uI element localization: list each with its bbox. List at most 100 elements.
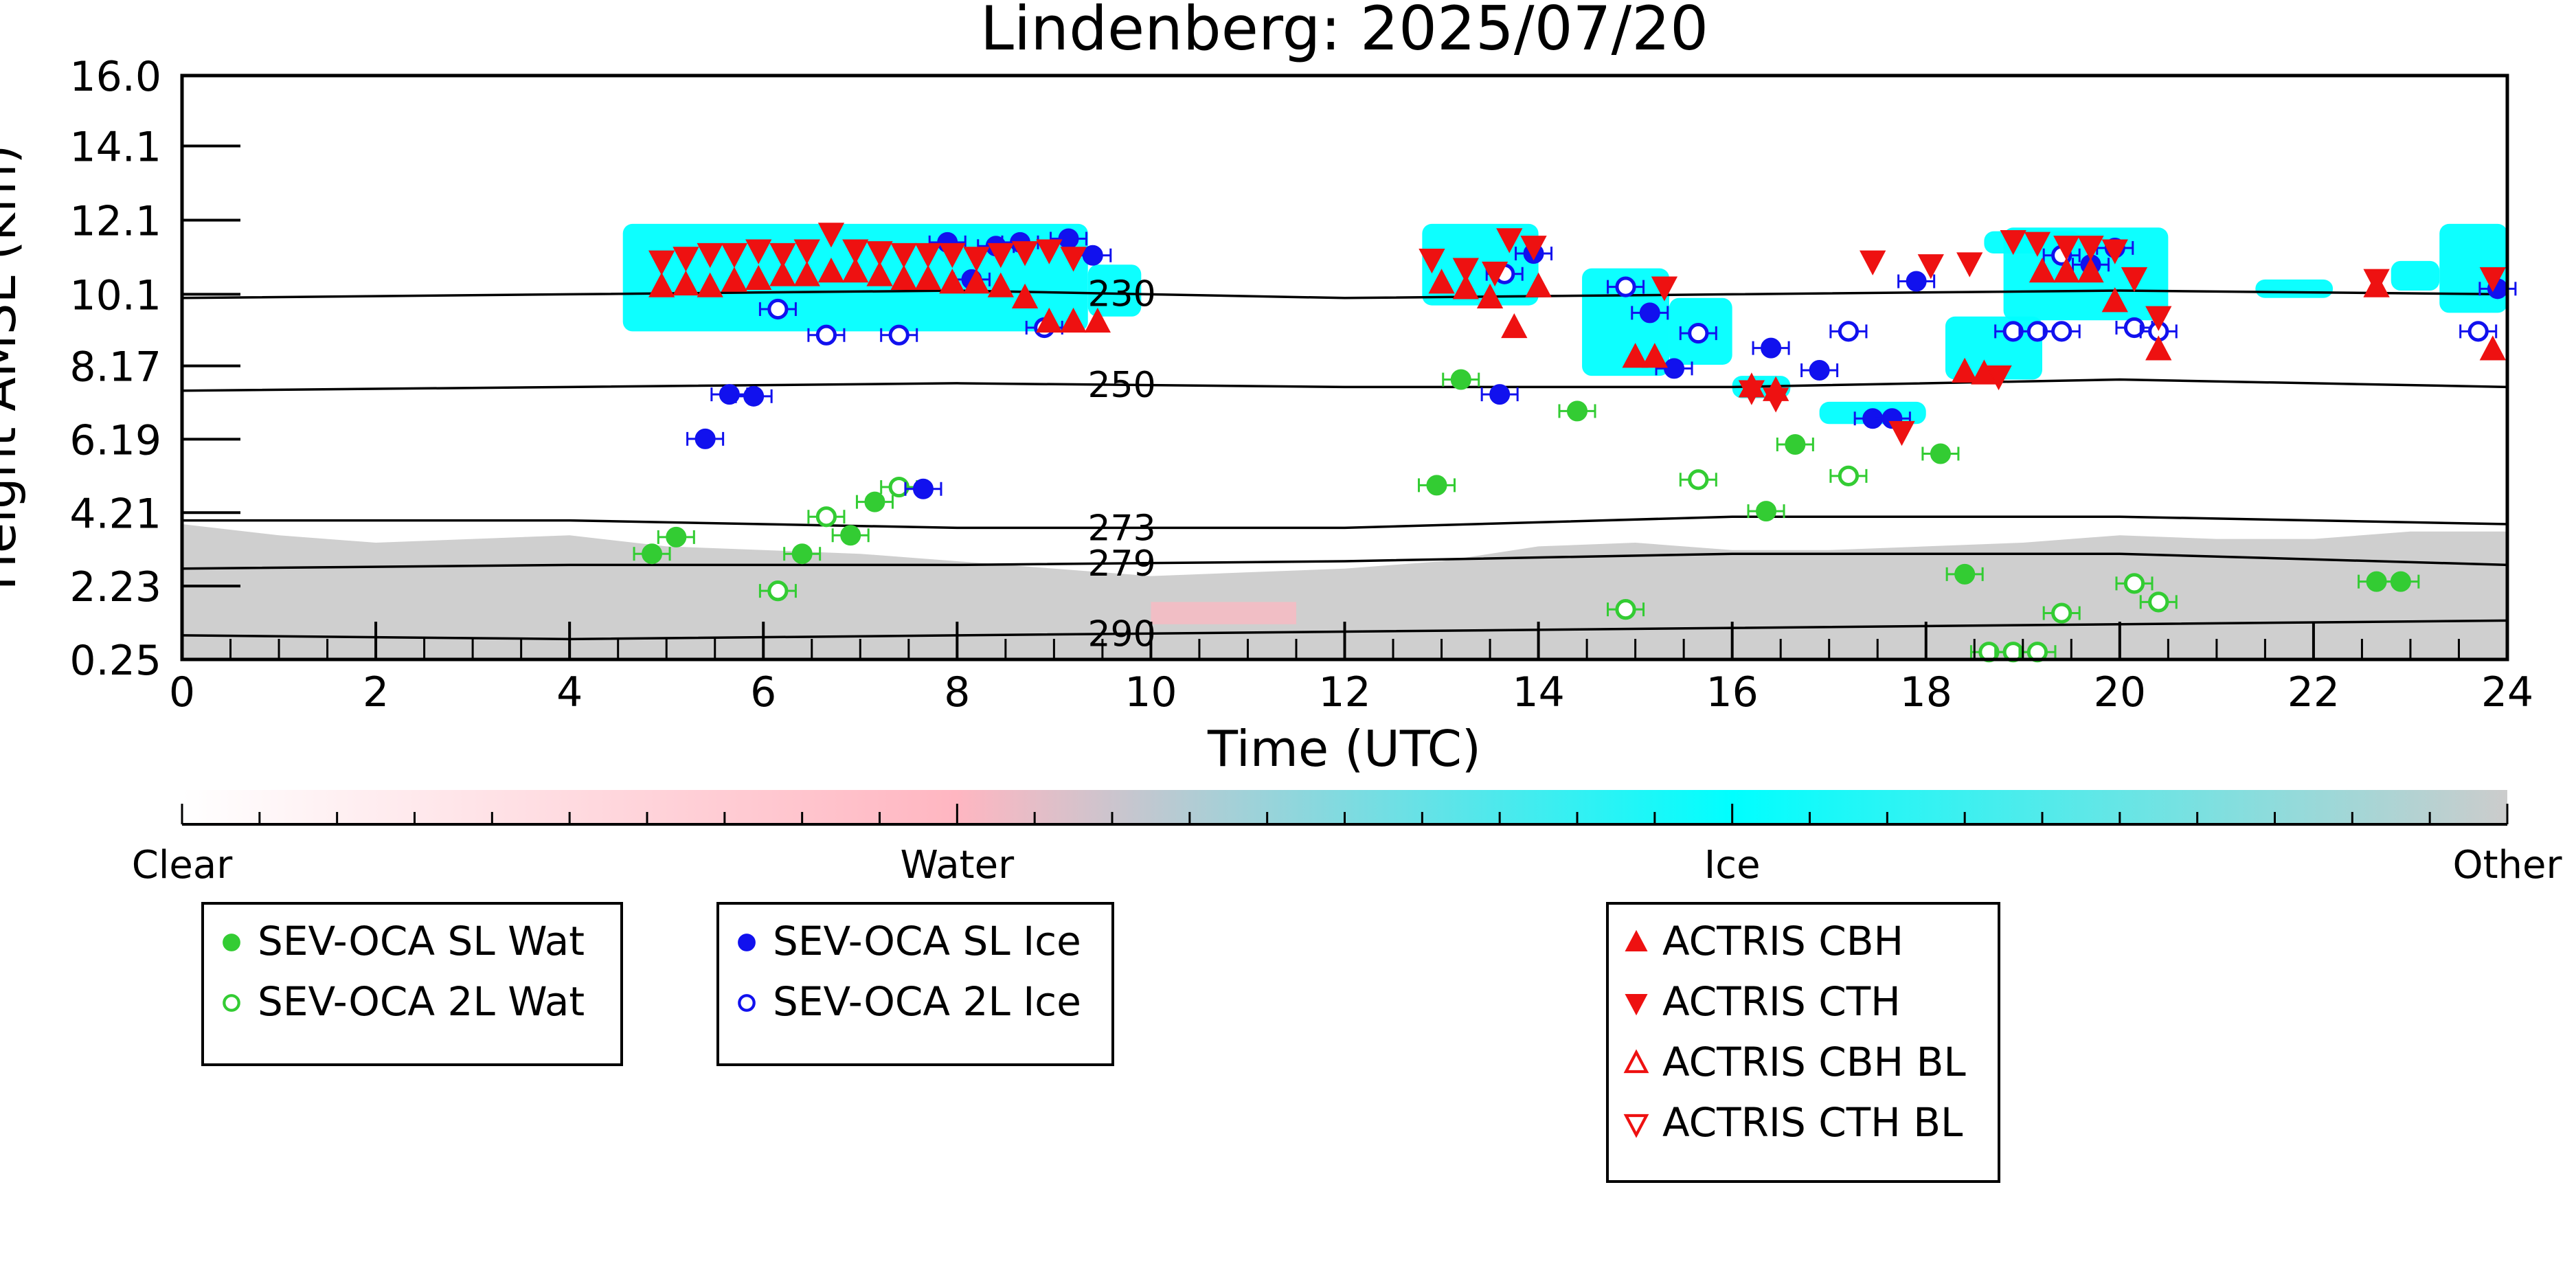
data-point [912, 478, 934, 499]
data-point [721, 242, 748, 269]
contour-label-230: 230 [1087, 274, 1155, 315]
data-point [987, 242, 1014, 269]
data-point [1688, 469, 1709, 490]
data-point [1036, 239, 1063, 264]
legend-label: ACTRIS CBH BL [1662, 1039, 1966, 1085]
data-point [2148, 591, 2169, 613]
series-sev-oca-sl-wat [633, 369, 2420, 592]
legend-frame [1606, 902, 2000, 1183]
data-point [1525, 272, 1552, 297]
colorbar-label: Other [2452, 843, 2562, 888]
data-point [1060, 247, 1087, 272]
data-point [642, 543, 663, 565]
data-point [673, 270, 699, 296]
data-point [2051, 602, 2072, 624]
data-point [1452, 274, 1479, 300]
data-point [1622, 343, 1649, 368]
ice-phase-region [1087, 264, 1142, 317]
contour-line-279 [181, 552, 2508, 570]
x-tick-label: 14 [1512, 668, 1564, 716]
data-point [1036, 307, 1063, 333]
data-point [890, 264, 917, 291]
data-point [866, 241, 893, 267]
data-point [1838, 321, 1860, 342]
data-point [2390, 571, 2411, 592]
data-point [1756, 501, 1777, 522]
data-point [2145, 335, 2172, 361]
data-point [793, 239, 820, 264]
x-tick-label: 18 [1900, 668, 1952, 716]
data-point [769, 261, 796, 286]
data-point [2479, 335, 2507, 361]
contour-line-273 [182, 515, 2508, 530]
data-point [842, 239, 869, 264]
colorbar-label: Water [901, 843, 1015, 888]
data-point [2363, 269, 2390, 294]
data-point [1419, 248, 1445, 274]
legends: SEV-OCA SL Wat SEV-OCA 2L Wat SEV-OCA SL I… [201, 902, 2000, 1183]
contour-label-250: 250 [1087, 365, 1155, 406]
data-point [1481, 261, 1509, 287]
data-point [840, 525, 861, 546]
data-point [1615, 276, 1636, 297]
data-point [1011, 241, 1039, 267]
data-point [1084, 307, 1111, 333]
x-tick-label: 16 [1706, 668, 1758, 716]
contour-label-290: 290 [1087, 614, 1155, 655]
data-point [2121, 267, 2148, 293]
data-point [694, 428, 716, 449]
data-point [2024, 231, 2051, 257]
data-point [793, 261, 820, 286]
data-point [1489, 384, 1511, 405]
x-tick-label: 24 [2481, 668, 2533, 716]
contour-line-230 [181, 289, 2508, 300]
y-tick-label: 6.19 [69, 416, 161, 464]
data-point [1615, 599, 1636, 620]
axes: 0 2 4 6 8 10 12 14 16 18 20 22 240.252.234.216.198.1… [69, 53, 2533, 716]
data-point [743, 385, 765, 407]
data-point [1567, 400, 1588, 422]
data-point [1011, 283, 1039, 308]
x-tick-label: 6 [750, 668, 776, 716]
data-point [1785, 433, 1806, 455]
data-point [1738, 380, 1765, 405]
data-point [939, 242, 966, 269]
water-phase-region [1151, 602, 1296, 624]
data-point [1954, 563, 1976, 585]
y-tick-label: 12.1 [69, 197, 161, 245]
data-point [963, 247, 990, 272]
data-point [745, 264, 772, 291]
y-axis-label: Height AMSL (km) [0, 145, 27, 591]
legend-box-2: SEV-OCA SL Ice SEV-OCA 2L Ice [716, 902, 1114, 1066]
x-tick-label: 20 [2094, 668, 2146, 716]
x-tick-label: 2 [363, 668, 389, 716]
data-point [2123, 573, 2145, 594]
data-point [1860, 250, 1886, 275]
legend-box-3: ACTRIS CBH ACTRIS CTH ACTRIS CBH BL ACTRIS … [1606, 902, 2000, 1183]
colorbar-label: Clear [132, 843, 233, 888]
x-tick-label: 4 [556, 668, 583, 716]
x-axis-label: Time (UTC) [1207, 720, 1481, 778]
data-point [1664, 358, 1685, 379]
data-point [1956, 252, 1983, 278]
y-tick-label: 10.1 [69, 271, 161, 319]
data-point [815, 506, 837, 528]
data-point [2101, 239, 2128, 264]
legend-label: ACTRIS CTH BL [1662, 1099, 1963, 1146]
data-point [815, 324, 837, 346]
data-point [745, 239, 772, 264]
data-point [719, 384, 740, 405]
legend-marker [1623, 1114, 1649, 1138]
data-point [1762, 387, 1789, 413]
series-actris-cth [648, 223, 2507, 447]
data-point [1426, 475, 1447, 496]
data-point [1520, 236, 1547, 261]
data-point [2101, 287, 2128, 313]
data-point [648, 272, 675, 297]
data-point [2053, 236, 2080, 261]
data-point [866, 261, 893, 286]
legend-marker [1625, 993, 1648, 1016]
data-point [769, 242, 796, 269]
y-tick-label: 2.23 [69, 563, 161, 611]
